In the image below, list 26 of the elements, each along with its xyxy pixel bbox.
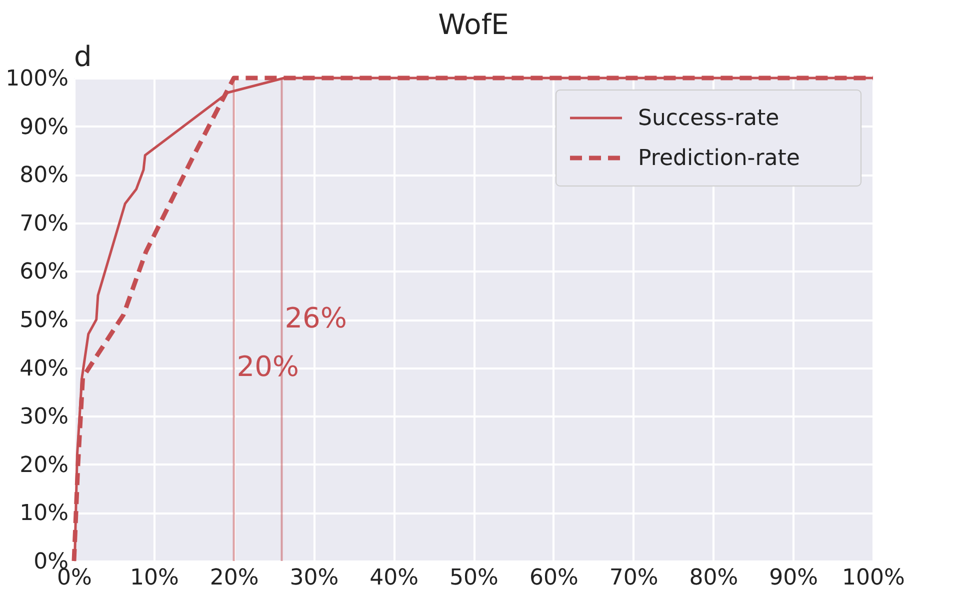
x-tick-label: 90%	[769, 566, 818, 590]
chart-title: WofE	[438, 8, 509, 41]
legend-label: Prediction-rate	[638, 146, 800, 171]
x-tick-label: 10%	[130, 566, 179, 590]
y-tick-label: 20%	[20, 452, 68, 478]
text: d	[74, 40, 92, 73]
y-tick-label: 10%	[20, 501, 68, 526]
ref-line-label: 20%	[236, 350, 300, 383]
y-tick-label: 30%	[20, 404, 68, 430]
legend-label: Success-rate	[638, 106, 780, 131]
x-tick-label: 50%	[450, 566, 498, 590]
x-tick-label: 30%	[290, 566, 339, 590]
ref-line-label: 26%	[284, 302, 347, 334]
y-tick-label: 70%	[20, 211, 68, 236]
y-tick-label: 80%	[20, 163, 68, 188]
y-tick-label: 60%	[20, 260, 68, 285]
y-tick-label: 90%	[20, 114, 68, 140]
x-tick-label: 100%	[842, 566, 905, 590]
x-tick-label: 60%	[529, 566, 578, 590]
y-tick-label: 50%	[20, 308, 68, 333]
x-tick-label: 40%	[370, 566, 419, 590]
x-tick-label: 70%	[609, 566, 658, 590]
x-tick-label: 80%	[689, 566, 738, 590]
y-tick-label: 40%	[20, 356, 68, 382]
x-tick-label: 20%	[210, 566, 259, 590]
y-tick-label: 100%	[6, 66, 68, 92]
